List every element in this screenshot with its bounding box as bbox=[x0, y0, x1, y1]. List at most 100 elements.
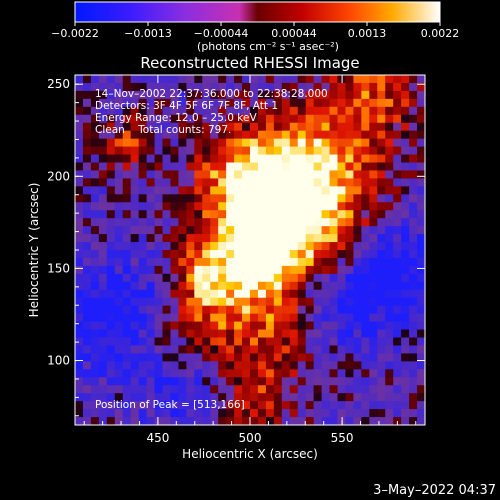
image-pixel bbox=[281, 170, 291, 179]
image-pixel bbox=[250, 106, 259, 116]
image-pixel bbox=[297, 90, 307, 100]
image-pixel bbox=[409, 305, 418, 315]
image-pixel bbox=[75, 393, 84, 402]
image-pixel bbox=[250, 273, 259, 283]
image-pixel bbox=[114, 194, 124, 203]
image-pixel bbox=[369, 401, 378, 410]
image-pixel bbox=[289, 257, 299, 267]
image-pixel bbox=[377, 273, 386, 283]
image-pixel bbox=[130, 401, 140, 410]
image-pixel bbox=[337, 273, 346, 283]
image-pixel bbox=[218, 130, 227, 140]
image-pixel bbox=[257, 305, 267, 315]
image-pixel bbox=[170, 273, 179, 283]
image-pixel bbox=[162, 194, 171, 203]
image-pixel bbox=[98, 289, 108, 299]
image-pixel bbox=[281, 138, 291, 147]
image-pixel bbox=[321, 98, 330, 108]
image-pixel bbox=[297, 122, 307, 132]
image-pixel bbox=[313, 337, 322, 346]
image-pixel bbox=[218, 417, 227, 425]
y-tick-label: 200 bbox=[47, 169, 70, 183]
image-pixel bbox=[122, 146, 132, 155]
image-pixel bbox=[417, 377, 425, 386]
image-pixel bbox=[297, 257, 307, 267]
image-pixel bbox=[321, 377, 330, 386]
image-pixel bbox=[361, 234, 370, 243]
image-pixel bbox=[194, 289, 203, 299]
image-pixel bbox=[178, 130, 187, 140]
image-pixel bbox=[210, 273, 219, 283]
image-pixel bbox=[242, 154, 251, 163]
image-pixel bbox=[289, 273, 299, 283]
image-pixel bbox=[130, 273, 140, 283]
image-pixel bbox=[98, 82, 108, 92]
image-pixel bbox=[194, 186, 203, 195]
image-pixel bbox=[82, 393, 92, 402]
image-pixel bbox=[281, 337, 291, 346]
image-pixel bbox=[242, 82, 251, 92]
image-pixel bbox=[82, 82, 92, 92]
image-pixel bbox=[154, 321, 163, 330]
image-pixel bbox=[417, 337, 425, 346]
image-pixel bbox=[82, 265, 92, 275]
image-pixel bbox=[337, 186, 346, 195]
image-pixel bbox=[401, 90, 410, 100]
image-pixel bbox=[122, 353, 132, 362]
image-pixel bbox=[353, 289, 362, 299]
image-pixel bbox=[75, 218, 84, 227]
image-pixel bbox=[90, 146, 100, 155]
image-pixel bbox=[75, 265, 84, 275]
image-pixel bbox=[289, 226, 299, 235]
image-pixel bbox=[393, 122, 402, 132]
image-pixel bbox=[75, 178, 84, 187]
image-pixel bbox=[234, 146, 243, 155]
image-pixel bbox=[273, 202, 283, 211]
image-pixel bbox=[138, 329, 147, 338]
image-pixel bbox=[345, 393, 354, 402]
image-pixel bbox=[273, 106, 283, 116]
image-pixel bbox=[353, 210, 362, 219]
image-pixel bbox=[178, 345, 187, 354]
image-pixel bbox=[361, 313, 370, 322]
image-pixel bbox=[313, 210, 322, 219]
image-pixel bbox=[226, 305, 235, 315]
image-pixel bbox=[194, 154, 203, 163]
image-pixel bbox=[138, 345, 147, 354]
image-pixel bbox=[337, 218, 346, 227]
image-pixel bbox=[194, 257, 203, 267]
image-pixel bbox=[377, 90, 386, 100]
image-pixel bbox=[417, 170, 425, 179]
image-pixel bbox=[377, 353, 386, 362]
image-pixel bbox=[170, 385, 179, 394]
image-pixel bbox=[202, 178, 211, 187]
image-pixel bbox=[393, 75, 402, 84]
image-pixel bbox=[234, 162, 243, 171]
image-pixel bbox=[122, 114, 132, 124]
image-pixel bbox=[377, 226, 386, 235]
image-pixel bbox=[98, 321, 108, 330]
image-pixel bbox=[265, 329, 275, 338]
image-pixel bbox=[154, 281, 163, 291]
image-pixel bbox=[154, 393, 163, 402]
image-pixel bbox=[186, 377, 195, 386]
detectors-annotation: Detectors: 3F 4F 5F 6F 7F 8F, Att 1 bbox=[95, 100, 278, 112]
image-pixel bbox=[401, 75, 410, 84]
image-pixel bbox=[218, 186, 227, 195]
image-pixel bbox=[250, 122, 259, 132]
image-pixel bbox=[242, 250, 251, 259]
image-pixel bbox=[305, 321, 315, 330]
image-pixel bbox=[409, 146, 418, 155]
image-pixel bbox=[281, 297, 291, 307]
image-pixel bbox=[353, 385, 362, 394]
image-pixel bbox=[178, 75, 187, 84]
image-pixel bbox=[186, 337, 195, 346]
image-pixel bbox=[329, 409, 338, 418]
image-pixel bbox=[353, 369, 362, 378]
image-pixel bbox=[178, 265, 187, 275]
image-pixel bbox=[321, 385, 330, 394]
image-pixel bbox=[178, 337, 187, 346]
x-tick-label: 450 bbox=[146, 431, 169, 445]
image-pixel bbox=[313, 265, 322, 275]
